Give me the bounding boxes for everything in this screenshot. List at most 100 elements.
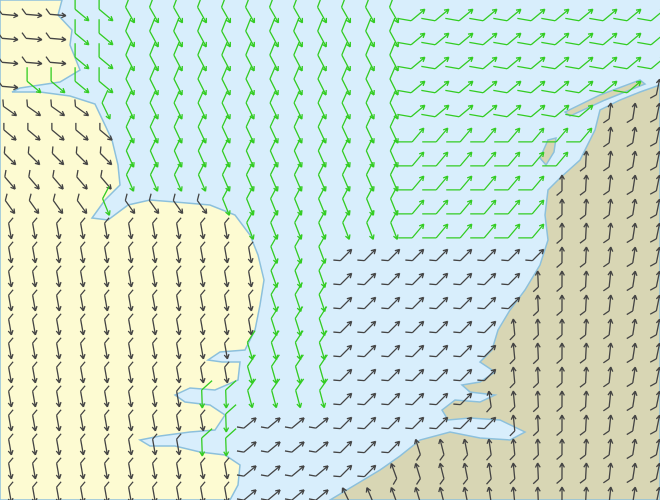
wind-barb-shape	[579, 270, 590, 292]
wind-barb	[293, 41, 303, 72]
wind-barb	[75, 146, 89, 166]
wind-barb-shape	[389, 65, 399, 96]
wind-barb	[149, 89, 159, 120]
wind-barb-shape	[294, 354, 304, 385]
wind-barb	[429, 272, 449, 286]
wind-barb-shape	[127, 337, 134, 360]
wind-barb-shape	[470, 199, 497, 215]
wind-barb	[469, 8, 498, 22]
wind-barb	[565, 32, 594, 46]
wind-barb-shape	[565, 104, 594, 118]
wind-barb	[649, 150, 660, 171]
wind-barb-shape	[127, 265, 134, 288]
wind-barb	[7, 337, 14, 360]
wind-barb-shape	[294, 258, 303, 288]
wind-barb	[151, 241, 158, 264]
wind-barb	[318, 234, 327, 264]
wind-barb-shape	[31, 433, 38, 456]
wind-barb-shape	[151, 433, 158, 456]
wind-barb	[0, 58, 19, 67]
wind-barb	[7, 361, 14, 384]
wind-barb-shape	[509, 318, 517, 341]
wind-barb-shape	[103, 433, 110, 456]
wind-barb	[405, 248, 425, 262]
wind-barb	[469, 104, 498, 118]
wind-barb	[541, 80, 570, 94]
wind-barb-shape	[55, 265, 62, 288]
wind-barb	[517, 8, 546, 22]
wind-barb-shape	[381, 440, 401, 454]
wind-barb-shape	[509, 414, 517, 437]
wind-barb-shape	[7, 313, 14, 336]
wind-barb	[388, 0, 400, 24]
wind-barb	[316, 0, 328, 24]
wind-barb-shape	[151, 481, 158, 500]
wind-barb-shape	[3, 146, 17, 166]
wind-barb	[494, 175, 521, 191]
wind-barb	[74, 19, 90, 46]
wind-barb	[532, 366, 541, 389]
wind-barb-shape	[7, 265, 14, 288]
wind-barb-shape	[486, 390, 493, 413]
wind-barb	[245, 113, 255, 144]
wind-barb	[445, 32, 474, 46]
wind-barb	[294, 306, 304, 337]
wind-barb-shape	[566, 127, 593, 143]
wind-barb-shape	[364, 0, 376, 24]
wind-barb-shape	[534, 486, 541, 500]
wind-barb	[246, 354, 256, 385]
wind-barb-shape	[127, 385, 134, 408]
wind-barb	[649, 102, 660, 123]
wind-barb-shape	[525, 248, 545, 262]
wind-barb	[268, 0, 280, 24]
wind-barb	[196, 193, 208, 215]
wind-barb	[649, 390, 660, 411]
wind-barb	[422, 223, 449, 239]
wind-barb	[422, 151, 449, 167]
wind-barb-shape	[397, 80, 426, 94]
wind-barb	[175, 265, 182, 288]
wind-barb	[294, 234, 303, 264]
wind-barb	[175, 337, 182, 360]
wind-barb	[341, 65, 351, 96]
wind-barb	[556, 222, 565, 244]
wind-barb-shape	[31, 241, 38, 264]
wind-barb-shape	[7, 217, 14, 240]
wind-barb-shape	[3, 122, 17, 141]
wind-barb-shape	[602, 414, 614, 436]
wind-barb-shape	[317, 113, 327, 144]
wind-barb-shape	[649, 174, 660, 195]
wind-barb	[445, 80, 474, 94]
wind-barb	[579, 414, 590, 436]
wind-barb	[517, 56, 546, 70]
wind-barb-shape	[589, 8, 618, 22]
wind-barb	[566, 127, 593, 143]
wind-barb	[127, 409, 134, 432]
wind-barb-shape	[649, 246, 660, 267]
wind-barb	[602, 390, 614, 412]
wind-barb	[579, 270, 590, 292]
wind-barb-shape	[45, 32, 67, 43]
wind-barb	[637, 33, 660, 46]
wind-barb-shape	[245, 89, 255, 120]
wind-barb-shape	[294, 306, 304, 337]
wind-barb	[556, 174, 565, 196]
wind-barb	[175, 241, 182, 264]
wind-barb	[477, 344, 497, 358]
wind-barb	[318, 258, 327, 288]
wind-barb	[510, 486, 517, 500]
wind-barb-shape	[477, 344, 497, 358]
wind-barb-shape	[270, 258, 279, 288]
wind-barb	[397, 56, 426, 70]
wind-barb-shape	[98, 43, 114, 70]
wind-barb	[173, 89, 183, 120]
wind-barb	[357, 296, 377, 310]
wind-barb-shape	[172, 0, 184, 24]
wind-barb	[509, 390, 517, 413]
wind-barb-shape	[221, 113, 231, 144]
wind-barb	[397, 8, 426, 22]
wind-barb	[269, 113, 279, 144]
wind-barb-shape	[649, 270, 660, 291]
continent-land	[328, 84, 660, 500]
